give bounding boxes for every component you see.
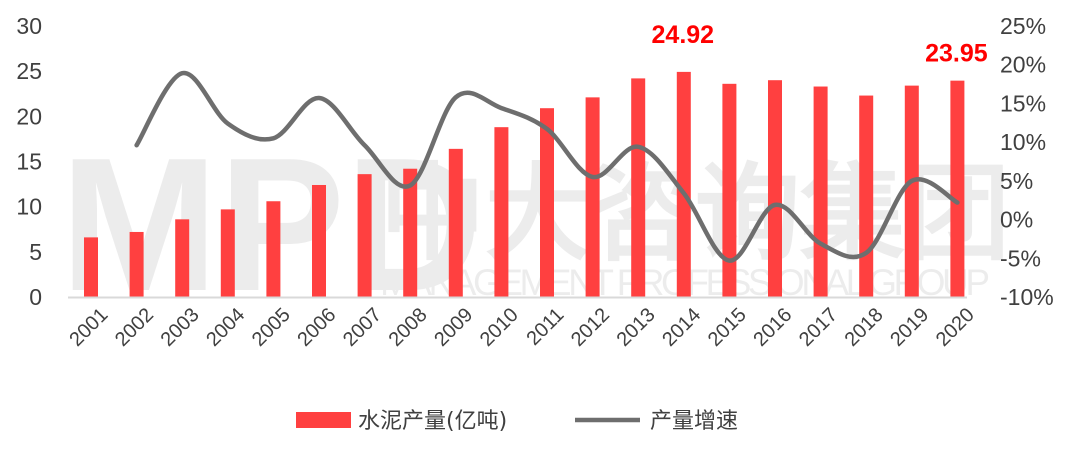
bar-2005 (266, 201, 281, 297)
y-right-tick: 0% (1000, 207, 1033, 233)
y-right-tick: 25% (1000, 13, 1046, 39)
legend-bar-label: 水泥产量(亿吨) (358, 409, 507, 434)
x-tick-2014: 2014 (658, 304, 705, 351)
bar-2001 (84, 237, 98, 297)
y-right-tick: 10% (1000, 129, 1046, 155)
data-label-2014: 24.92 (652, 21, 715, 49)
x-tick-2011: 2011 (522, 304, 568, 350)
x-tick-2015: 2015 (704, 304, 751, 351)
x-tick-2020: 2020 (932, 304, 979, 351)
y-right-tick: 20% (1000, 52, 1046, 78)
bar-2002 (129, 231, 144, 297)
bar-2009 (448, 148, 463, 297)
bar-2017 (813, 86, 828, 297)
bar-2003 (175, 219, 190, 297)
y-right-tick: -5% (1000, 245, 1041, 271)
legend-line-label: 产量增速 (650, 409, 738, 434)
data-label-2020: 23.95 (925, 40, 988, 68)
y-right-tick: -10% (1000, 284, 1054, 310)
bar-2020 (950, 80, 965, 297)
y-right-tick: 15% (1000, 90, 1046, 116)
bar-2016 (768, 80, 782, 297)
growth-rate-line (134, 70, 960, 263)
bar-2004 (220, 209, 235, 297)
x-tick-2017: 2017 (795, 304, 842, 351)
y-left-tick: 0 (29, 284, 42, 310)
y-left-tick: 30 (16, 13, 42, 39)
x-tick-2016: 2016 (749, 304, 796, 351)
x-tick-2013: 2013 (613, 304, 660, 351)
bar-2015 (722, 83, 737, 298)
x-tick-2018: 2018 (841, 304, 888, 351)
bar-2014 (676, 71, 691, 297)
y-left-tick: 15 (16, 149, 42, 175)
legend: 水泥产量(亿吨) 产量增速 (296, 409, 738, 434)
bar-2013 (631, 78, 646, 297)
bar-2018 (859, 95, 874, 297)
y-right-tick: 5% (1000, 168, 1033, 194)
bar-2007 (357, 174, 372, 297)
bar-2012 (585, 97, 600, 297)
y-left-tick: 5 (29, 239, 42, 265)
bar-2019 (904, 85, 919, 298)
bar-2006 (312, 184, 326, 297)
y-left-tick: 25 (16, 58, 42, 84)
x-tick-2010: 2010 (476, 304, 523, 351)
bar-2011 (540, 108, 554, 297)
x-tick-2019: 2019 (886, 304, 933, 351)
legend-bar-swatch (296, 412, 351, 428)
y-left-tick: 20 (16, 103, 42, 129)
x-tick-2012: 2012 (567, 304, 614, 351)
bar-2010 (494, 127, 509, 297)
y-left-tick: 10 (16, 194, 42, 220)
bar-2008 (403, 168, 418, 297)
